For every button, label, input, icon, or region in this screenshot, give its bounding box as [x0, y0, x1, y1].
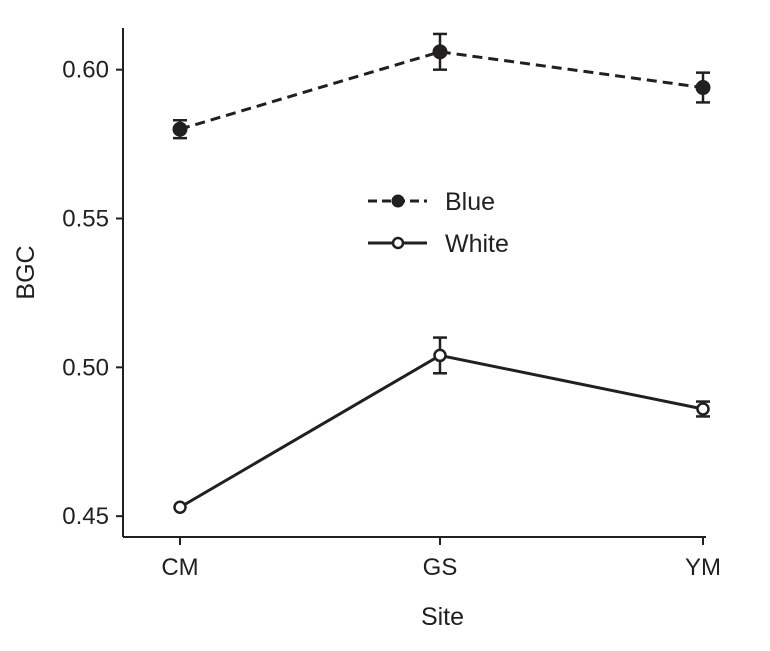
data-point	[696, 402, 710, 416]
series-blue	[172, 32, 711, 140]
legend-label: White	[445, 230, 509, 258]
y-axis-title: BGC	[12, 245, 40, 299]
axes: 0.45 0.50 0.55 0.60 CM GS YM	[62, 28, 721, 581]
legend-label: Blue	[445, 188, 495, 216]
x-tick-label: CM	[161, 554, 198, 581]
data-point	[433, 348, 447, 363]
data-point	[172, 121, 188, 137]
y-tick-label: 0.50	[62, 354, 109, 381]
series-white	[173, 336, 710, 514]
legend-marker	[391, 236, 405, 250]
y-tick-label: 0.60	[62, 57, 109, 84]
legend-marker	[391, 194, 405, 208]
series-layer	[172, 32, 711, 514]
data-point	[695, 80, 711, 96]
y-tick-label: 0.55	[62, 206, 109, 233]
data-point	[432, 44, 448, 60]
legend-entry: Blue	[368, 188, 495, 216]
series-line	[179, 50, 704, 131]
x-axis-title: Site	[421, 603, 464, 631]
legend-entry: White	[368, 230, 509, 258]
x-tick-label: YM	[685, 554, 721, 581]
series-line	[179, 353, 704, 509]
data-point	[173, 500, 187, 514]
legend: Blue White	[368, 188, 509, 258]
x-tick-label: GS	[423, 554, 458, 581]
y-tick-label: 0.45	[62, 503, 109, 530]
